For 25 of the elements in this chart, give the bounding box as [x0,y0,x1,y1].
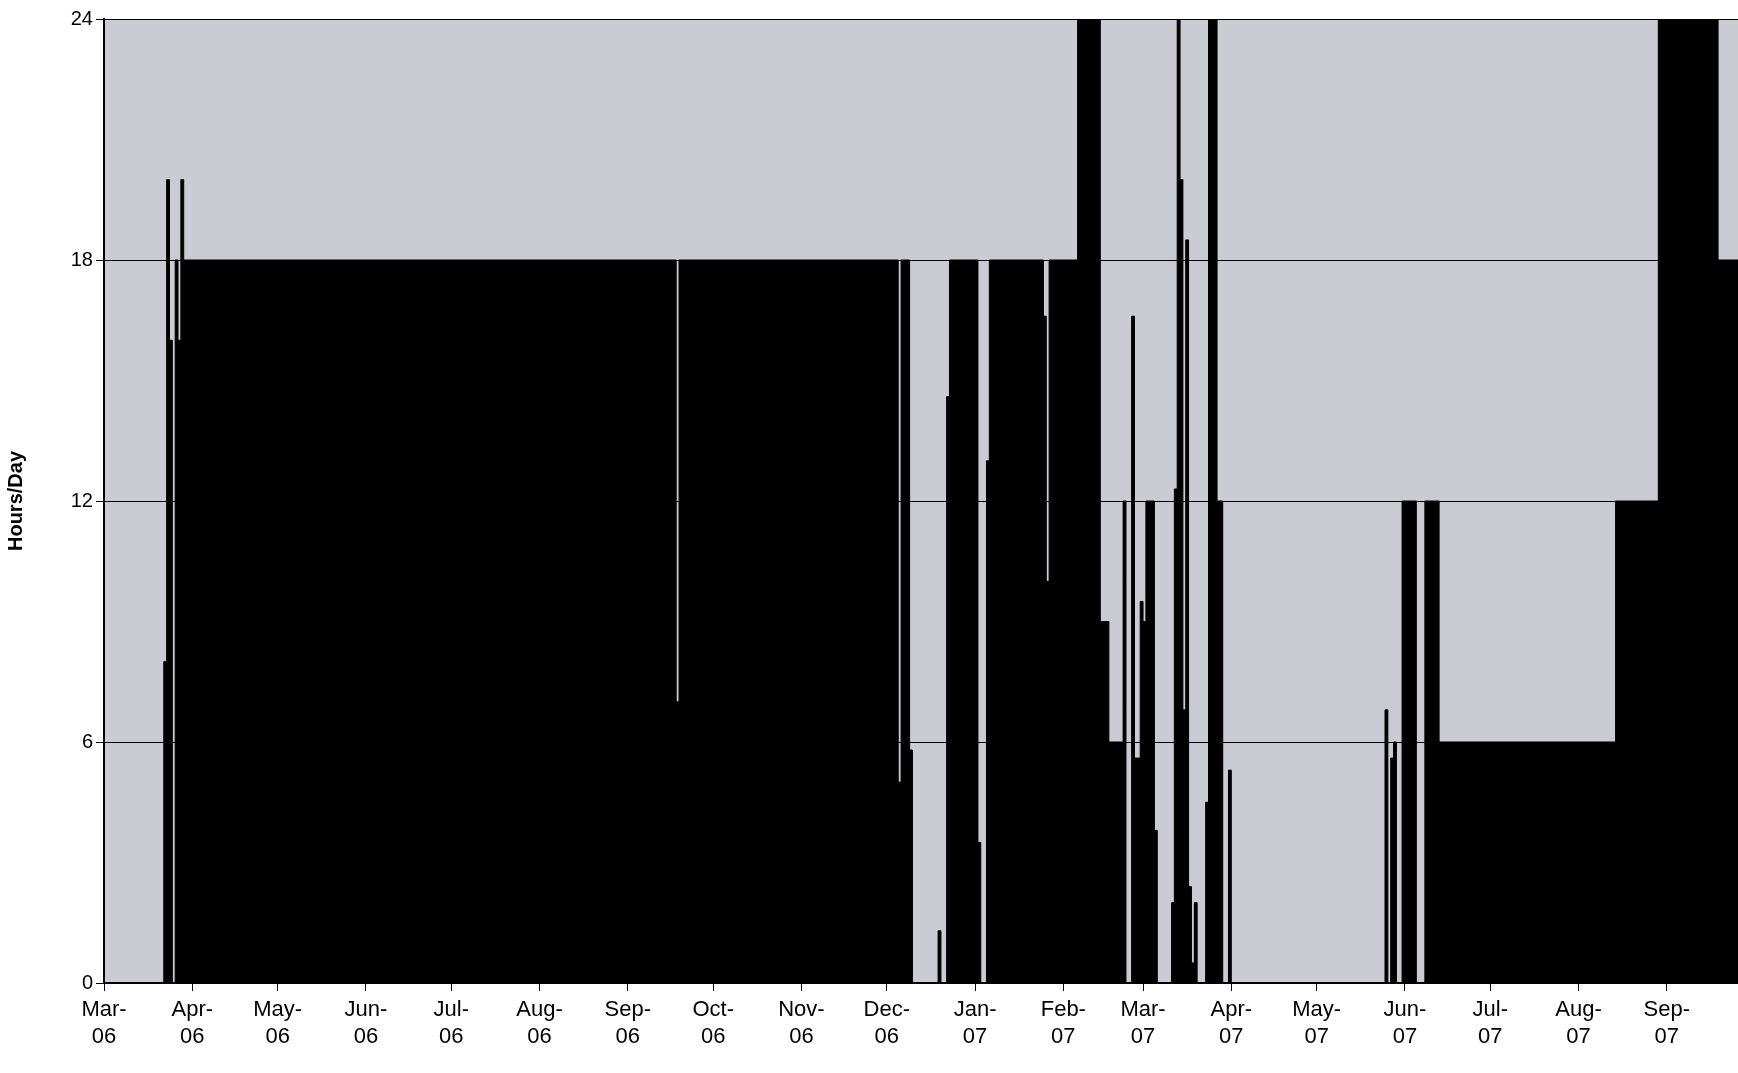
x-tick-label: Feb- 07 [1040,996,1086,1048]
x-tick-label: Mar- 07 [1120,996,1166,1048]
y-tick-label: 6 [81,729,93,752]
y-tick-label: 24 [70,6,93,29]
x-tick-label: Jun- 07 [1383,996,1427,1048]
x-tick-label: Apr- 06 [171,996,214,1048]
x-tick-label: Sep- 07 [1643,996,1691,1048]
y-tick-label: 0 [81,970,93,993]
x-tick-label: Jul- 07 [1472,996,1509,1048]
x-tick-label: May- 06 [253,996,303,1048]
x-tick-label: Aug- 07 [1555,996,1602,1048]
y-tick-label: 12 [70,488,93,511]
y-tick-label: 18 [70,247,93,270]
x-tick-label: Mar- 06 [81,996,127,1048]
x-tick-label: May- 07 [1292,996,1342,1048]
x-tick-label: Nov- 06 [778,996,825,1048]
x-tick-label: Jul- 06 [433,996,470,1048]
x-tick-label: Oct- 06 [692,996,734,1048]
x-tick-label: Apr- 07 [1210,996,1253,1048]
x-tick-label: Aug- 06 [516,996,563,1048]
x-tick-label: Dec- 06 [863,996,911,1048]
x-tick-label: Jan- 07 [953,996,997,1048]
x-tick-label: Jun- 06 [344,996,388,1048]
x-tick-label: Sep- 06 [604,996,652,1048]
y-axis-title: Hours/Day [3,450,26,552]
